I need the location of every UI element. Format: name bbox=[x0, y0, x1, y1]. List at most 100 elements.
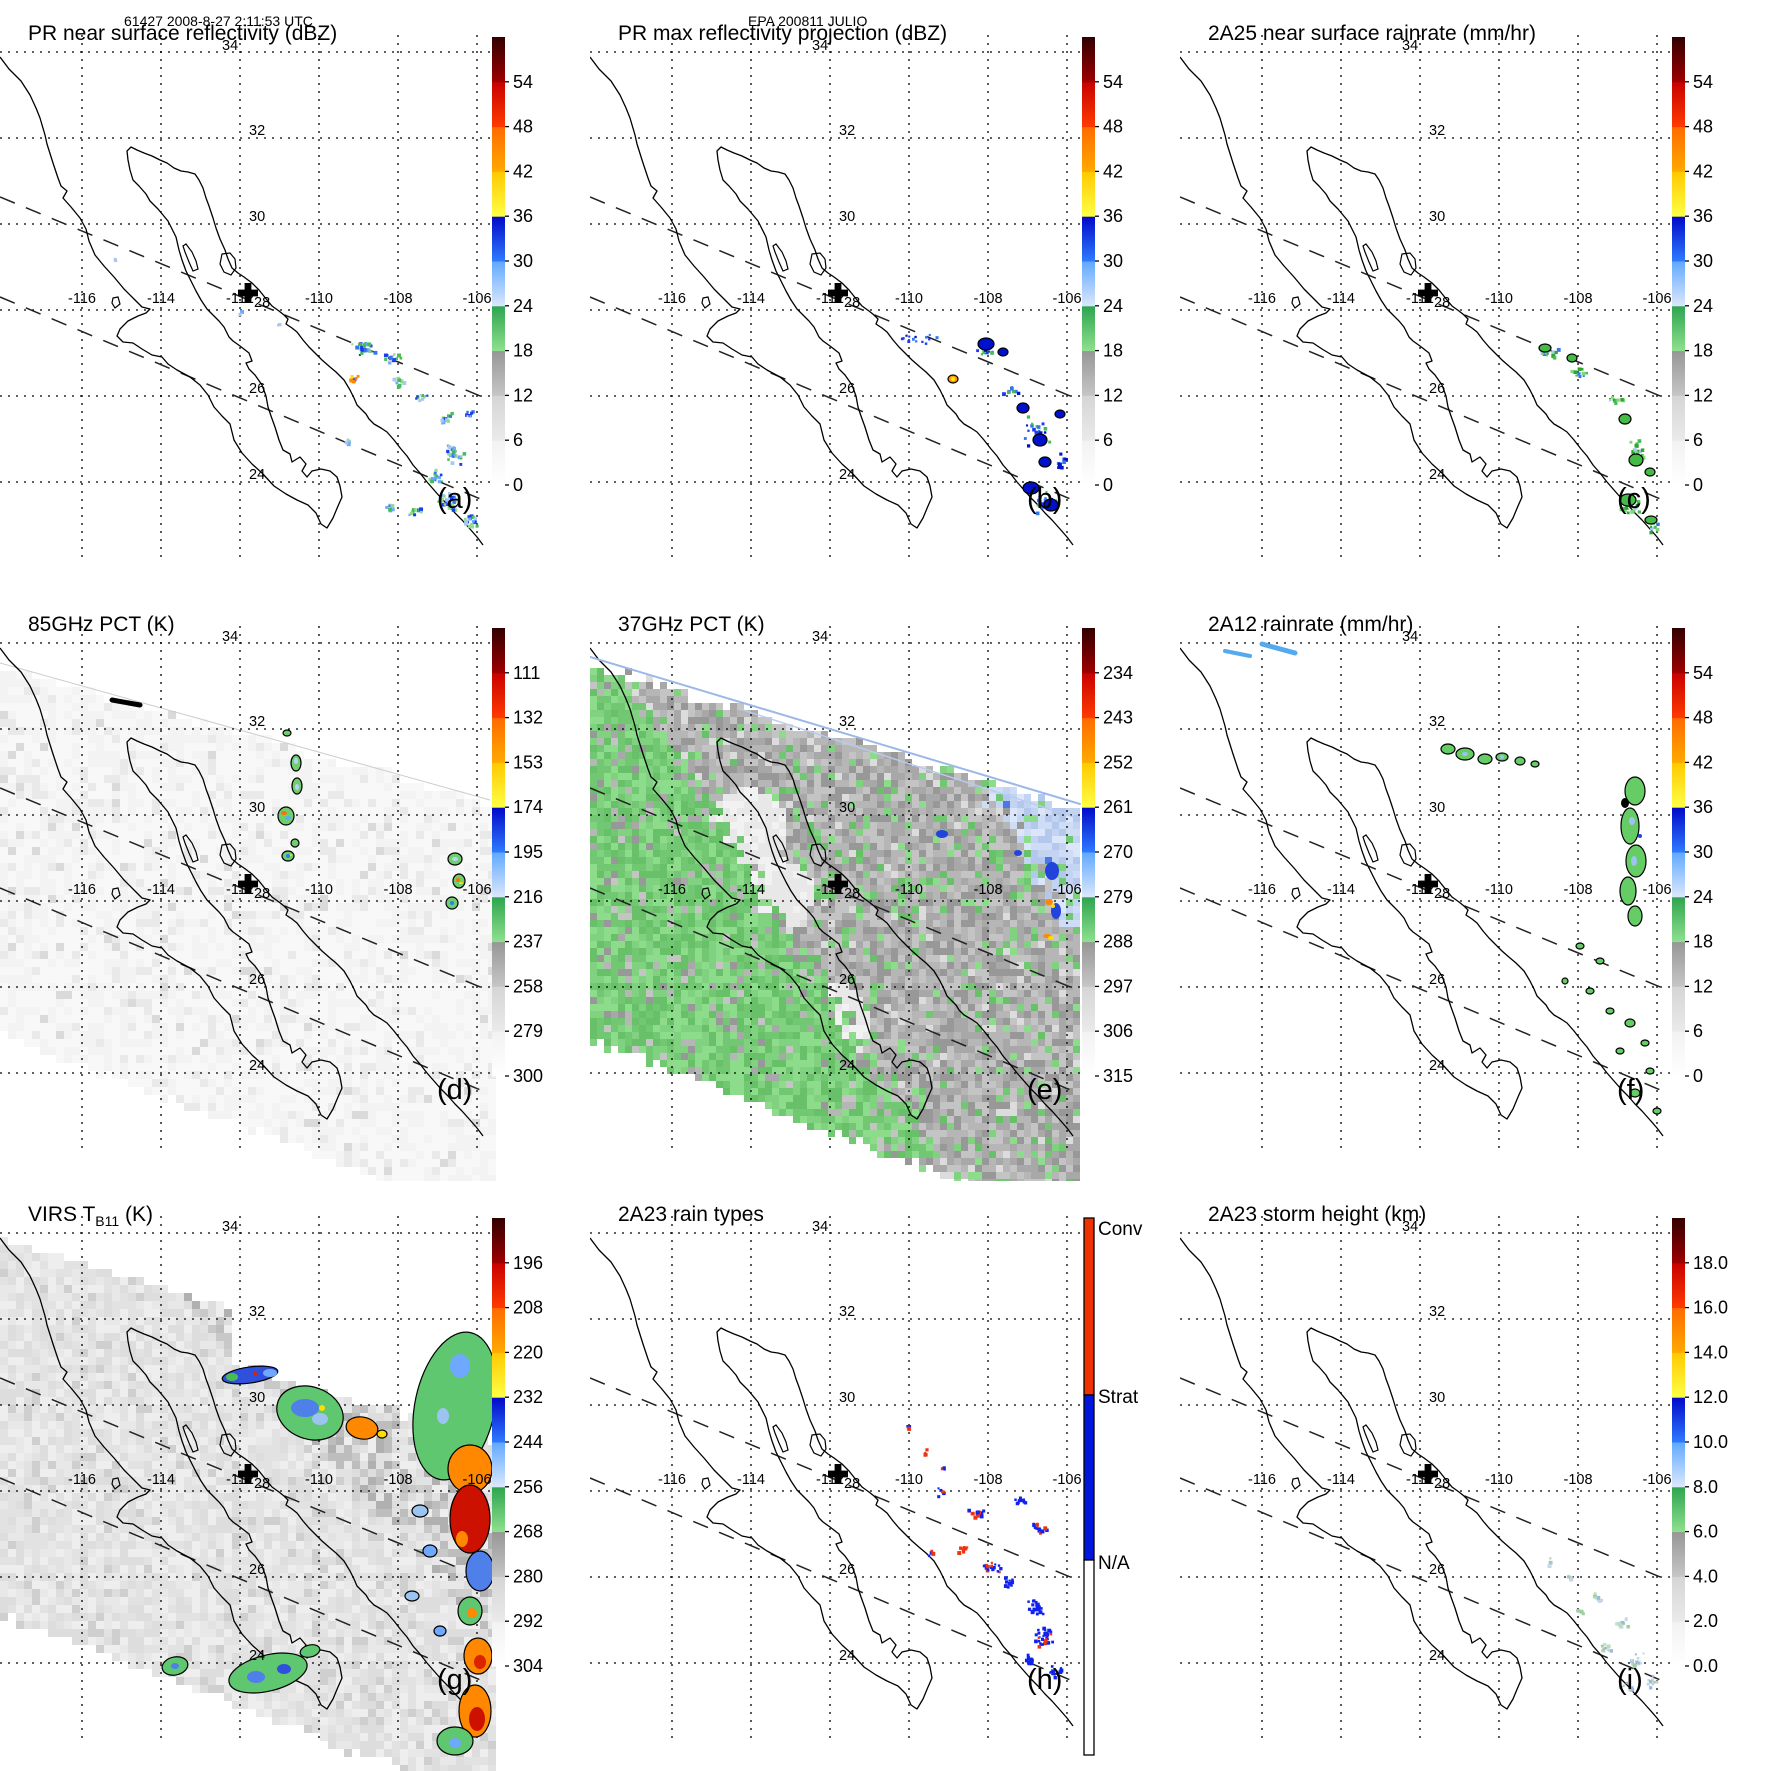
lon-label: -116 bbox=[1248, 882, 1276, 898]
site-cross-marker bbox=[1418, 283, 1438, 303]
lon-label: -110 bbox=[1485, 882, 1513, 898]
lat-label: 26 bbox=[1429, 381, 1445, 397]
lon-label: -110 bbox=[305, 291, 333, 307]
lat-label: 24 bbox=[839, 1058, 855, 1074]
lat-label: 34 bbox=[1402, 1219, 1418, 1235]
colorbar-d: 300 279 258 237 216 195 174 153 132 111 bbox=[492, 628, 543, 1086]
lon-label: -108 bbox=[973, 291, 1002, 307]
lat-label: 24 bbox=[1429, 1648, 1445, 1664]
coastline bbox=[0, 56, 484, 546]
colorbar-f: 0 6 12 18 24 30 36 42 48 54 bbox=[1672, 628, 1713, 1086]
header-epa-title: EPA 200811 JULIO bbox=[748, 13, 868, 29]
lon-label: -110 bbox=[895, 882, 923, 898]
panel-letter-f: (f) bbox=[1617, 1074, 1644, 1106]
lon-label: -114 bbox=[737, 291, 765, 307]
lat-label: 26 bbox=[1429, 972, 1445, 988]
lat-label: 28 bbox=[844, 295, 860, 311]
colorbar-tick: 36 bbox=[1103, 206, 1123, 226]
lat-label: 28 bbox=[844, 1476, 860, 1492]
site-cross-marker bbox=[238, 283, 258, 303]
colorbar-tick: 42 bbox=[513, 161, 533, 181]
lon-label: -110 bbox=[305, 1472, 333, 1488]
coastline bbox=[0, 647, 484, 1137]
swath-edge-line bbox=[589, 1477, 1081, 1685]
lon-label: -108 bbox=[383, 1472, 412, 1488]
lon-label: -108 bbox=[1563, 1472, 1592, 1488]
site-cross-marker bbox=[828, 874, 848, 894]
colorbar-tick: 0 bbox=[1693, 1066, 1703, 1086]
colorbar-tick: 14.0 bbox=[1693, 1342, 1728, 1362]
colorbar-tick: 36 bbox=[1693, 206, 1713, 226]
panel-a-title: PR near surface reflectivity (dBZ) bbox=[28, 22, 337, 45]
lon-label: -114 bbox=[1327, 1472, 1355, 1488]
lat-label: 34 bbox=[812, 1219, 828, 1235]
lon-label: -106 bbox=[462, 882, 491, 898]
panel-a: -116 -114 -112 -110 -108 -106 34 32 30 28 26 24 0 6 12… bbox=[0, 0, 590, 590]
lon-label: -106 bbox=[1642, 882, 1671, 898]
lat-label: 30 bbox=[839, 800, 855, 816]
panel-d: -116 -114 -112 -110 -108 -106 34 32 30 28 26 24 300 2… bbox=[0, 591, 590, 1183]
panel-c: -116 -114 -112 -110 -108 -106 34 32 30 28 26 24 0 6 12… bbox=[1179, 0, 1770, 590]
swath-raster bbox=[0, 662, 496, 1183]
data-overlay bbox=[589, 656, 1081, 940]
panel-e: -116 -114 -112 -110 -108 -106 34 32 30 28 26 24 315 3… bbox=[589, 591, 1180, 1186]
lon-label: -108 bbox=[1563, 882, 1592, 898]
panel-g: -116 -114 -112 -110 -108 -106 34 32 30 28 26 24 304 2… bbox=[0, 1181, 590, 1771]
panel-letter-c: (c) bbox=[1617, 483, 1651, 515]
colorbar-tick: 12 bbox=[1693, 976, 1713, 996]
lat-label: 24 bbox=[839, 467, 855, 483]
lon-label: -106 bbox=[1642, 291, 1671, 307]
data-overlay bbox=[906, 1424, 1064, 1680]
colorbar-a: 0 6 12 18 24 30 36 42 48 54 bbox=[492, 37, 533, 495]
colorbar-tick: 54 bbox=[1103, 72, 1123, 92]
lat-label: 34 bbox=[1402, 38, 1418, 54]
colorbar-tick: 279 bbox=[1103, 887, 1133, 907]
lat-label: 32 bbox=[839, 123, 855, 139]
colorbar-tick: 292 bbox=[513, 1611, 543, 1631]
lon-label: -106 bbox=[462, 1472, 491, 1488]
colorbar-c: 0 6 12 18 24 30 36 42 48 54 bbox=[1672, 37, 1713, 495]
colorbar-tick: 24 bbox=[1693, 887, 1713, 907]
lat-label: 26 bbox=[1429, 1562, 1445, 1578]
panel-g-title: VIRS TB11 (K) bbox=[28, 1203, 153, 1229]
graticule bbox=[1180, 626, 1670, 1149]
colorbar-tick: 132 bbox=[513, 708, 543, 728]
lon-label: -110 bbox=[895, 1472, 923, 1488]
colorbar-tick: 2.0 bbox=[1693, 1611, 1718, 1631]
colorbar-tick: 261 bbox=[1103, 797, 1133, 817]
colorbar-g: 304 292 280 268 256 244 232 220 208 196 bbox=[492, 1218, 543, 1676]
colorbar-tick: 54 bbox=[513, 72, 533, 92]
colorbar-tick: 268 bbox=[513, 1522, 543, 1542]
lon-label: -116 bbox=[658, 882, 686, 898]
panel-letter-b: (b) bbox=[1027, 483, 1062, 515]
colorbar-tick: 10.0 bbox=[1693, 1432, 1728, 1452]
coastline bbox=[589, 1237, 1074, 1727]
colorbar-tick: 6 bbox=[1693, 1021, 1703, 1041]
colorbar-tick: 234 bbox=[1103, 663, 1133, 683]
graticule bbox=[0, 626, 490, 1149]
swath-edge-line bbox=[1179, 1477, 1671, 1685]
lat-label: 30 bbox=[1429, 1390, 1445, 1406]
site-cross-marker bbox=[238, 1464, 258, 1484]
colorbar-tick: 232 bbox=[513, 1387, 543, 1407]
colorbar-tick: 12 bbox=[1693, 385, 1713, 405]
panel-letter-g: (g) bbox=[437, 1664, 472, 1696]
panel-letter-h: (h) bbox=[1027, 1664, 1062, 1696]
colorbar-tick: 237 bbox=[513, 932, 543, 952]
site-cross-marker bbox=[828, 283, 848, 303]
colorbar-tick: 288 bbox=[1103, 932, 1133, 952]
lon-label: -114 bbox=[1327, 882, 1355, 898]
lon-label: -110 bbox=[1485, 1472, 1513, 1488]
lat-label: 24 bbox=[1429, 467, 1445, 483]
colorbar-tick: 6.0 bbox=[1693, 1522, 1718, 1542]
panel-letter-a: (a) bbox=[437, 483, 472, 515]
lat-label: 28 bbox=[254, 886, 270, 902]
panel-h-figure: -116 -114 -112 -110 -108 -106343230282624Conv… bbox=[589, 1203, 1143, 1756]
colorbar-tick: 195 bbox=[513, 842, 543, 862]
